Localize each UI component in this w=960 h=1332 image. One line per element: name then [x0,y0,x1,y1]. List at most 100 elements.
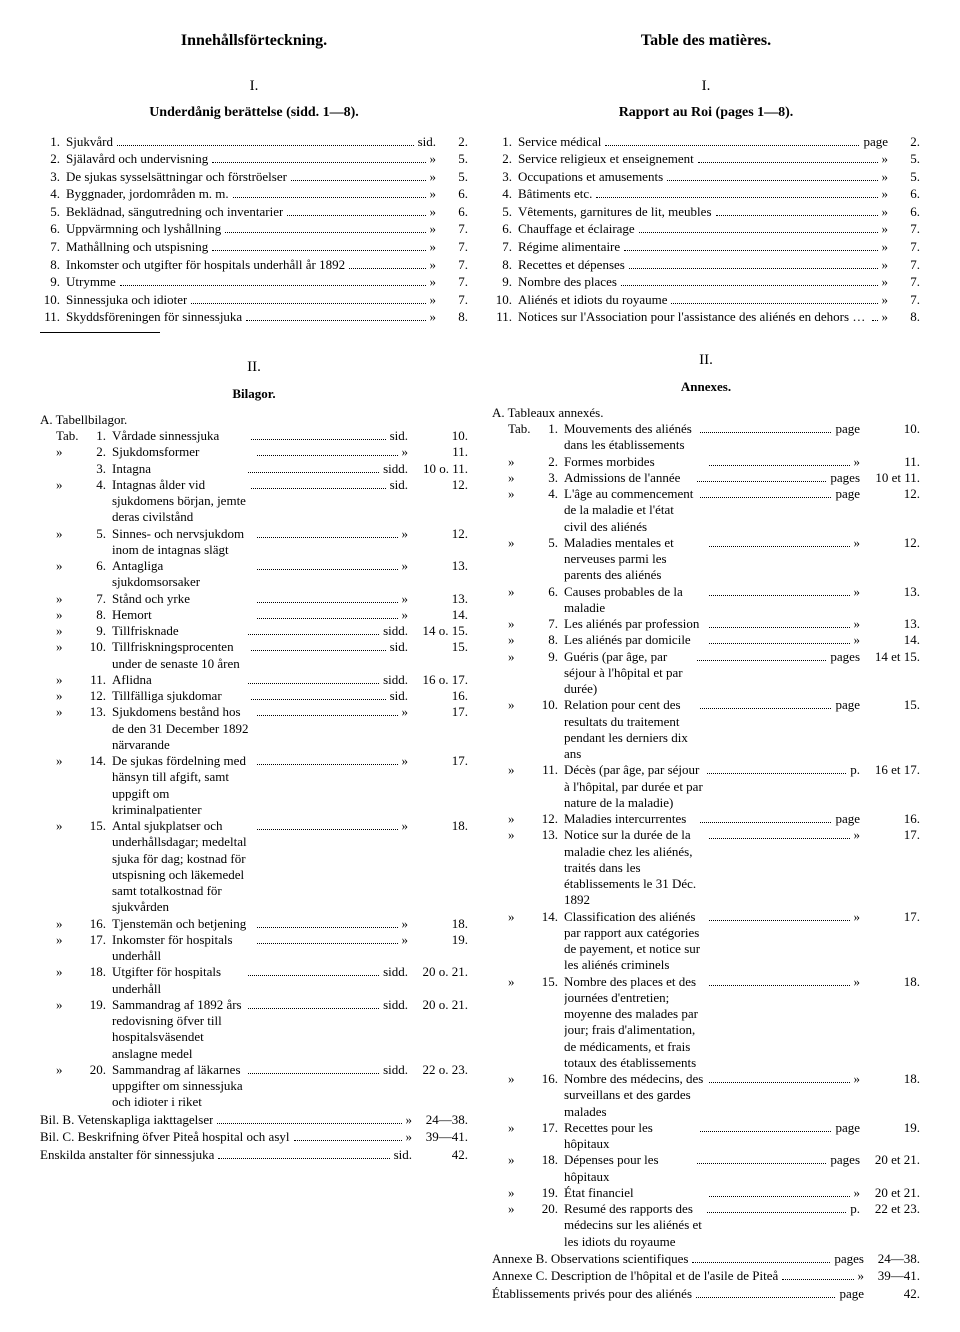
tab-page: 17. [414,753,468,769]
tab-text: Guéris (par âge, par séjour à l'hôpital … [564,649,693,698]
tab-ref: » [854,909,861,925]
item-page: 2. [442,133,468,151]
item-number: 6. [40,220,60,238]
item-number: 2. [492,150,512,168]
tab-number: 18. [88,964,106,980]
tab-number: 5. [88,526,106,542]
item-text: Skyddsföreningen för sinnessjuka [66,308,242,326]
enskilda-page: 42. [418,1146,468,1164]
leader [212,162,425,163]
tab-text: Les aliénés par profession [564,616,705,632]
tab-prefix: » [508,909,540,925]
leader [248,975,380,976]
item-page: 6. [894,203,920,221]
tab-text: Nombre des places et des journées d'entr… [564,974,705,1072]
leader [782,1279,853,1280]
tab-text: Tillfälliga sjukdomar [112,688,247,704]
item-text: Occupations et amusements [518,168,663,186]
leader [257,602,398,603]
toc-row: 4.Bâtiments etc.»6. [492,185,920,203]
left-tabs-list: Tab.1.Vårdade sinnessjukasid.10.»2.Sjukd… [40,428,468,1111]
leader [349,268,425,269]
item-ref: » [430,185,437,203]
leader [697,481,826,482]
tab-page: 10. [414,428,468,444]
tab-prefix: » [508,584,540,600]
tab-page: 22 o. 23. [414,1062,468,1078]
annexe-b-page: 24—38. [870,1250,920,1268]
item-number: 8. [40,256,60,274]
bil-b-page: 24—38. [418,1111,468,1129]
leader [629,268,878,269]
leader [872,320,878,321]
tab-text: Décès (par âge, par séjour à l'hôpital, … [564,762,703,811]
tab-prefix: » [56,818,88,834]
tab-number: 2. [540,454,558,470]
tab-page: 14 et 15. [866,649,920,665]
tab-row: Tab.1.Mouvements des aliénés dans les ét… [508,421,920,454]
tab-text: Antal sjukplatser och underhållsdagar; m… [112,818,253,916]
item-number: 9. [40,273,60,291]
leader [287,215,425,216]
tab-number: 20. [540,1201,558,1217]
right-tabs-list: Tab.1.Mouvements des aliénés dans les ét… [492,421,920,1250]
leader [624,250,877,251]
item-ref: » [430,291,437,309]
tab-page: 19. [866,1120,920,1136]
item-number: 3. [492,168,512,186]
tab-number: 10. [540,697,558,713]
tab-text: Intagna [112,461,244,477]
tab-prefix: » [508,616,540,632]
tab-page: 16 o. 17. [414,672,468,688]
leader [709,985,850,986]
tab-prefix: Tab. [508,421,540,437]
tab-row: »15.Antal sjukplatser och underhållsdaga… [56,818,468,916]
tab-text: État financiel [564,1185,705,1201]
leader [257,715,398,716]
leader [698,162,878,163]
tab-number: 20. [88,1062,106,1078]
tab-row: »5.Maladies mentales et nerveuses parmi … [508,535,920,584]
tab-row: »10.Tillfriskningsprocenten under de sen… [56,639,468,672]
tab-ref: » [402,704,409,720]
tab-text: Tjenstemän och betjening [112,916,253,932]
tab-ref: pages [830,649,860,665]
tab-number: 10. [88,639,106,655]
item-ref: » [430,256,437,274]
left-sec1-sub: Underdånig berättelse (sidd. 1—8). [40,104,468,123]
item-text: Régime alimentaire [518,238,620,256]
tab-number: 17. [88,932,106,948]
tab-row: »9.Guéris (par âge, par séjour à l'hôpit… [508,649,920,698]
tab-prefix: » [508,486,540,502]
tab-ref: sidd. [383,1062,408,1078]
enskilda-text: Enskilda anstalter för sinnessjuka [40,1146,214,1164]
item-ref: » [882,168,889,186]
item-text: Själavård och undervisning [66,150,208,168]
tab-page: 20 o. 21. [414,964,468,980]
leader [257,943,398,944]
left-a-head: A. Tabellbilagor. [40,411,468,429]
tab-prefix: » [56,997,88,1013]
tab-page: 18. [866,1071,920,1087]
tab-number: 3. [88,461,106,477]
item-number: 5. [40,203,60,221]
tab-ref: » [854,974,861,990]
tab-text: Tillfrisknade [112,623,244,639]
item-text: Service religieux et enseignement [518,150,694,168]
leader [257,927,398,928]
leader [709,595,850,596]
tab-prefix: » [56,688,88,704]
right-sec2-num: II. [492,350,920,370]
tab-prefix: » [508,535,540,551]
tab-row: »14.Classification des aliénés par rappo… [508,909,920,974]
leader [248,1073,380,1074]
tab-page: 12. [866,486,920,502]
toc-row: 8.Recettes et dépenses»7. [492,256,920,274]
tab-ref: » [854,827,861,843]
tab-prefix: » [508,470,540,486]
bil-b-text: Bil. B. Vetenskapliga iakttagelser [40,1111,213,1129]
tab-text: Sinnes- och nervsjukdom inom de intagnas… [112,526,253,559]
tab-page: 18. [414,818,468,834]
item-ref: » [882,203,889,221]
tab-number: 9. [88,623,106,639]
